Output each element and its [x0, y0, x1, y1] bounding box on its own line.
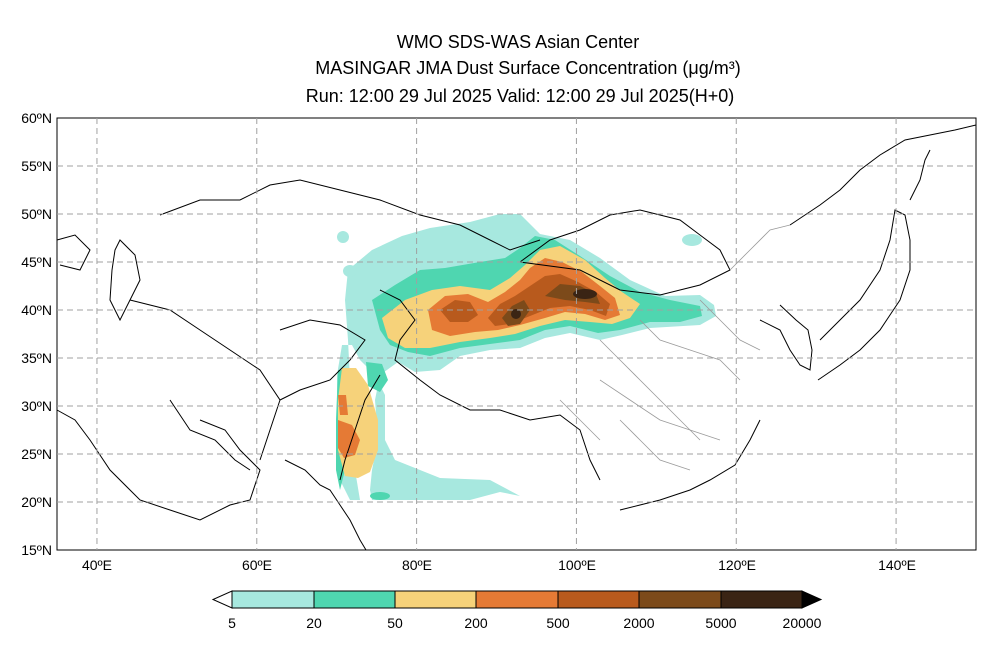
coastline-caspian: [109, 239, 141, 322]
province-line: [619, 419, 691, 471]
dust-blob-small: [337, 231, 349, 243]
colorbar-box-5: [557, 590, 640, 609]
dust-blob-small: [682, 234, 702, 246]
lon-label: 100ºE: [558, 557, 596, 573]
province-line: [599, 339, 701, 441]
colorbar-box-6: [638, 590, 722, 609]
title-line-2: MASINGAR JMA Dust Surface Concentration …: [315, 58, 741, 78]
longitude-labels: 40ºE 60ºE 80ºE 100ºE 120ºE 140ºE: [82, 557, 916, 573]
province-line: [559, 399, 601, 441]
lon-label: 80ºE: [402, 557, 432, 573]
colorbar-label: 20000: [783, 615, 822, 631]
colorbar-box-3: [394, 590, 477, 609]
boundaries: [56, 124, 977, 551]
lat-label: 40ºN: [21, 302, 52, 318]
lat-label: 45ºN: [21, 254, 52, 270]
lat-label: 50ºN: [21, 206, 52, 222]
province-line: [729, 224, 791, 271]
latitude-labels: 60ºN 55ºN 50ºN 45ºN 40ºN 35ºN 30ºN 25ºN …: [21, 110, 52, 558]
colorbar-label: 50: [387, 615, 403, 631]
lat-label: 60ºN: [21, 110, 52, 126]
title-line-3: Run: 12:00 29 Jul 2025 Valid: 12:00 29 J…: [305, 86, 735, 106]
lat-label: 25ºN: [21, 446, 52, 462]
dust-blob-small: [343, 265, 357, 277]
dust-level-7b: [511, 309, 521, 319]
coastline-persian-gulf: [169, 399, 251, 471]
dust-level-6b: [545, 284, 600, 304]
lat-label: 30ºN: [21, 398, 52, 414]
colorbar-label: 2000: [623, 615, 654, 631]
border-afghanistan: [279, 319, 366, 401]
colorbar-box-7: [720, 590, 803, 609]
dust-blob-small: [370, 492, 390, 500]
colorbar-max-arrow: [801, 590, 823, 609]
coastline-india-west: [284, 459, 367, 551]
lat-label: 35ºN: [21, 350, 52, 366]
border-kazakhstan: [159, 179, 541, 251]
coastline-korea: [759, 304, 813, 371]
colorbar-label: 5: [228, 615, 236, 631]
colorbar-label: 500: [546, 615, 570, 631]
border-china-west: [379, 289, 601, 481]
dust-level-4-west2: [338, 395, 348, 415]
dust-level-4-west: [338, 420, 360, 458]
title-line-1: WMO SDS-WAS Asian Center: [396, 32, 640, 52]
colorbar-label: 20: [306, 615, 322, 631]
colorbar: 5 20 50 200 500 2000 5000 20000: [211, 590, 823, 631]
border-iran: [129, 299, 281, 461]
lon-label: 60ºE: [242, 557, 272, 573]
border-mongolia: [518, 209, 731, 296]
colorbar-label: 200: [464, 615, 488, 631]
coastline-russia-east: [789, 124, 977, 226]
colorbar-min-arrow: [211, 590, 233, 609]
dust-level-5: [440, 300, 478, 322]
coastline-sakhalin: [909, 149, 931, 201]
province-line: [639, 319, 741, 381]
colorbar-box-4: [475, 590, 559, 609]
coastline-arabia: [56, 409, 261, 521]
dust-level-2-south: [366, 362, 388, 392]
colorbar-box-1: [231, 590, 315, 609]
province-line: [599, 379, 721, 441]
colorbar-label: 5000: [705, 615, 736, 631]
lat-label: 55ºN: [21, 158, 52, 174]
coastline-black-sea: [56, 234, 91, 271]
gridlines: [57, 118, 976, 550]
colorbar-box-2: [313, 590, 396, 609]
border-india: [339, 374, 381, 481]
lon-label: 120ºE: [718, 557, 756, 573]
coastline-japan: [817, 209, 911, 381]
coastline-china: [619, 419, 761, 511]
dust-level-7: [573, 289, 597, 299]
lon-label: 140ºE: [878, 557, 916, 573]
lon-label: 40ºE: [82, 557, 112, 573]
lat-label: 20ºN: [21, 494, 52, 510]
lat-label: 15ºN: [21, 542, 52, 558]
